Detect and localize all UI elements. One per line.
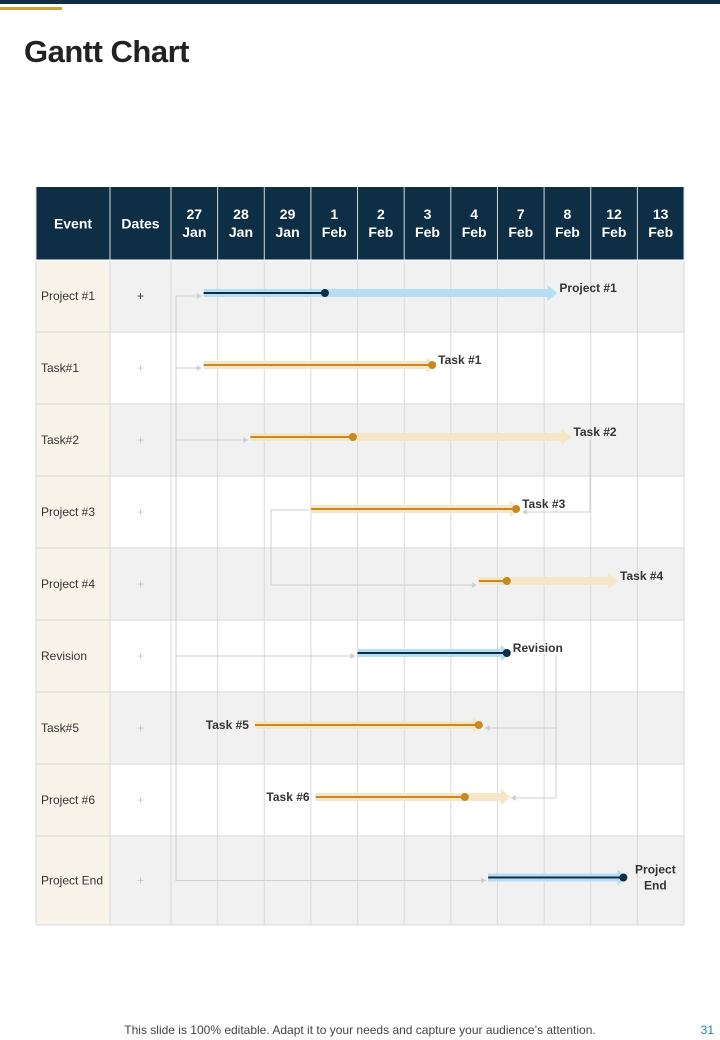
connector-arrow — [196, 293, 202, 299]
bar-label: Project #1 — [559, 281, 617, 295]
top-bar — [0, 0, 720, 4]
bar-milestone-dot — [460, 793, 469, 801]
bar-milestone-dot — [348, 433, 357, 441]
bar-arrowhead — [561, 429, 572, 445]
connector-task5-task6 — [510, 728, 557, 799]
date-day: 13 — [653, 206, 669, 222]
dates-mark: + — [137, 793, 144, 807]
bar-arrowhead — [608, 573, 619, 589]
date-day: 7 — [517, 206, 525, 222]
connector-project1-end — [175, 295, 487, 881]
bar-label: End — [644, 879, 667, 893]
event-label: Project #1 — [41, 289, 95, 303]
event-cell — [36, 836, 110, 925]
event-cell — [36, 764, 110, 836]
date-month: Feb — [368, 224, 393, 240]
bar-label: Project — [635, 863, 676, 877]
dates-mark: + — [137, 361, 144, 375]
bar-track — [203, 289, 548, 297]
event-label: Project #4 — [41, 577, 95, 591]
dates-mark: + — [137, 433, 144, 447]
date-day: 2 — [377, 206, 385, 222]
event-cell — [36, 332, 110, 404]
date-day: 1 — [330, 206, 338, 222]
page-number: 31 — [700, 1023, 714, 1037]
date-month: Feb — [462, 224, 487, 240]
bar-track — [478, 577, 609, 585]
bar-arrowhead — [500, 789, 511, 805]
header-dates: Dates — [121, 216, 159, 232]
bar-milestone-dot — [502, 577, 511, 585]
header-row — [36, 187, 684, 260]
bar-label: Task #3 — [522, 497, 565, 511]
event-cell — [36, 692, 110, 764]
bar-milestone-dot — [502, 649, 511, 657]
dates-mark: + — [137, 874, 144, 888]
bar-milestone-dot — [320, 289, 329, 297]
date-month: Feb — [648, 224, 673, 240]
event-label: Project End — [41, 874, 103, 888]
dates-mark: + — [137, 577, 144, 591]
event-label: Task#1 — [41, 361, 79, 375]
date-month: Jan — [276, 224, 300, 240]
top-accent — [0, 7, 62, 10]
dates-mark: + — [137, 505, 144, 519]
event-label: Revision — [41, 649, 87, 663]
event-label: Task#2 — [41, 433, 79, 447]
connector-arrow — [510, 795, 516, 801]
connector-arrow — [196, 365, 202, 371]
connector-arrow — [350, 653, 356, 659]
bar-track — [250, 433, 562, 441]
date-day: 28 — [233, 206, 249, 222]
date-day: 29 — [280, 206, 296, 222]
date-month: Feb — [602, 224, 627, 240]
event-cell — [36, 476, 110, 548]
bar-label: Task #2 — [573, 425, 616, 439]
date-month: Feb — [322, 224, 347, 240]
event-cell — [36, 620, 110, 692]
connector-p3-p4 — [270, 509, 477, 586]
event-label: Task#5 — [41, 721, 79, 735]
bar-label: Revision — [513, 641, 563, 655]
connector-arrow — [471, 582, 477, 588]
bar-milestone-dot — [474, 721, 483, 729]
dates-mark: + — [137, 289, 144, 303]
footer-note: This slide is 100% editable. Adapt it to… — [124, 1023, 596, 1037]
event-label: Project #6 — [41, 793, 95, 807]
date-day: 3 — [424, 206, 432, 222]
date-day: 27 — [187, 206, 203, 222]
header-event: Event — [54, 216, 92, 232]
event-label: Project #3 — [41, 505, 95, 519]
date-month: Feb — [508, 224, 533, 240]
date-month: Feb — [415, 224, 440, 240]
event-cell — [36, 548, 110, 620]
connector-arrow — [481, 877, 487, 884]
bar-arrowhead — [547, 285, 558, 301]
connector-arrow — [243, 437, 249, 443]
dates-mark: + — [137, 721, 144, 735]
date-month: Feb — [555, 224, 580, 240]
bar-milestone-dot — [619, 873, 628, 882]
date-month: Jan — [182, 224, 206, 240]
event-cell — [36, 404, 110, 476]
page-title: Gantt Chart — [24, 34, 190, 69]
bar-label: Task #5 — [206, 718, 249, 732]
date-month: Jan — [229, 224, 253, 240]
date-day: 12 — [606, 206, 622, 222]
dates-mark: + — [137, 649, 144, 663]
connector-arrow — [484, 725, 490, 731]
date-day: 8 — [564, 206, 572, 222]
bar-label: Task #6 — [266, 790, 309, 804]
connector-arrow — [522, 509, 528, 515]
event-cell — [36, 260, 110, 332]
bar-milestone-dot — [512, 505, 521, 513]
connector-task2-task3 — [522, 440, 591, 513]
bar-milestone-dot — [428, 361, 437, 369]
bar-label: Task #1 — [438, 353, 481, 367]
date-day: 4 — [470, 206, 478, 222]
bar-label: Task #4 — [620, 569, 663, 583]
